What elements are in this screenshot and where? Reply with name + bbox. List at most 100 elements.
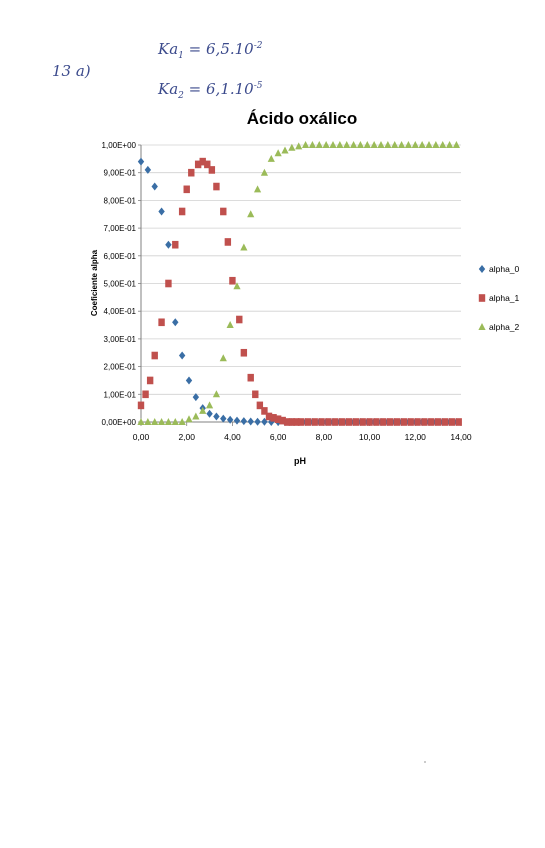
alpha_1-point: [158, 318, 165, 327]
alpha_1-point: [220, 207, 227, 216]
alpha_1-point: [297, 418, 305, 426]
chart-title: Ácido oxálico: [247, 109, 358, 128]
alpha_2-point: [452, 141, 461, 148]
alpha_2-point: [363, 141, 371, 148]
alpha_2-point: [171, 418, 179, 425]
alpha_2-point: [425, 141, 433, 148]
alpha_0-point: [226, 415, 234, 424]
handwritten-part-label: 13 a): [52, 62, 91, 80]
alpha_2-point: [151, 418, 159, 425]
x-tick-label: 10,00: [359, 432, 381, 442]
alpha_2-point: [343, 141, 351, 148]
alpha_1-point: [414, 418, 421, 426]
alpha_1-point: [441, 418, 449, 426]
y-tick-label: 8,00E-01: [104, 196, 137, 205]
paper-speck: [424, 761, 426, 763]
alpha_2-point: [233, 282, 241, 290]
alpha_1-point: [236, 315, 243, 324]
alpha_2-point: [267, 154, 275, 162]
alpha_2-point: [240, 243, 248, 251]
alpha_2-point: [205, 401, 214, 409]
data-series: [137, 141, 462, 426]
series-alpha_1: [137, 157, 462, 426]
alpha_1-point: [252, 390, 259, 399]
axes: 0,00E+00 1,00E-01 2,00E-01 3,00E-01 4,00E-01…: [102, 141, 472, 442]
alpha_2-point: [185, 415, 193, 423]
alpha_1-point: [208, 166, 216, 174]
alpha_1-point: [224, 238, 232, 246]
alpha_2-point: [349, 141, 358, 148]
series-alpha_0: [137, 157, 460, 426]
alpha_1-point: [288, 418, 296, 426]
alpha_2-point: [404, 141, 413, 148]
alpha_2-point: [356, 141, 365, 148]
ka2-exponent: -5: [253, 81, 263, 91]
alpha_2-point: [370, 141, 378, 148]
alpha_2-point: [411, 141, 419, 148]
alpha_2-point: [247, 210, 255, 218]
alpha_1-point: [293, 418, 300, 426]
y-tick-label: 1,00E-01: [104, 390, 137, 399]
y-tick-label: 7,00E-01: [104, 224, 137, 233]
alpha_1-point: [213, 182, 220, 191]
ka2-value: = 6,1.10: [188, 80, 254, 98]
y-tick-label: 2,00E-01: [104, 363, 137, 372]
ka1-symbol: Ka: [158, 40, 179, 58]
alpha_1-point: [183, 185, 190, 194]
alpha_2-point: [219, 354, 227, 362]
alpha_2-point: [301, 141, 310, 148]
alpha_1-point: [421, 418, 428, 426]
alpha_2-point: [144, 418, 152, 425]
y-tick-label: 3,00E-01: [104, 335, 137, 344]
legend-marker-alpha_2: [478, 323, 486, 330]
alpha_1-point: [165, 279, 172, 288]
x-tick-label: 12,00: [405, 432, 427, 442]
alpha_0-point: [240, 417, 248, 426]
alpha_1-point: [400, 418, 408, 426]
alpha_2-point: [308, 141, 317, 148]
legend: alpha_0 alpha_1 alpha_2: [478, 264, 520, 332]
alpha_1-point: [448, 418, 456, 426]
alpha_0-point: [247, 417, 254, 426]
alpha_0-point: [233, 416, 241, 425]
legend-label-alpha_1: alpha_1: [489, 293, 520, 303]
x-tick-label: 8,00: [316, 432, 333, 442]
alpha_1-point: [172, 240, 179, 249]
alpha_2-point: [164, 418, 173, 425]
ka1-subscript: 1: [178, 51, 184, 61]
alpha_1-point: [345, 418, 353, 426]
y-tick-label: 4,00E-01: [104, 307, 137, 316]
x-tick-label: 14,00: [450, 432, 472, 442]
alpha_2-point: [432, 141, 440, 148]
ka1-value: = 6,5.10: [188, 40, 254, 58]
alpha_2-point: [336, 141, 344, 148]
handwritten-ka2: Ka2 = 6,1.10-5: [158, 80, 263, 101]
alpha_1-point: [393, 418, 401, 426]
alpha_2-point: [212, 390, 221, 398]
alpha_1-point: [261, 407, 268, 415]
y-tick-label: 1,00E+00: [102, 141, 137, 150]
alpha_2-point: [192, 412, 200, 420]
alpha_1-point: [229, 276, 236, 285]
alpha_0-point: [172, 318, 179, 327]
x-axis-label: pH: [294, 456, 306, 466]
alpha_1-point: [359, 418, 366, 426]
alpha_2-point: [157, 418, 166, 425]
alpha_2-point: [199, 406, 207, 414]
alpha_2-point: [288, 143, 296, 151]
y-tick-label: 9,00E-01: [104, 169, 137, 178]
alpha_1-point: [137, 401, 145, 410]
alpha_1-point: [256, 401, 264, 410]
alpha_0-point: [185, 376, 193, 385]
alpha_2-point: [322, 141, 330, 148]
legend-label-alpha_2: alpha_2: [489, 322, 520, 332]
handwritten-ka1: Ka1 = 6,5.10-2: [158, 40, 263, 61]
alpha_1-point: [373, 418, 380, 426]
alpha_1-point: [194, 160, 202, 169]
x-tick-label: 2,00: [178, 432, 195, 442]
alpha_1-point: [265, 412, 273, 421]
alpha_1-point: [247, 373, 254, 382]
alpha_2-point: [377, 141, 385, 148]
alpha_1-point: [386, 418, 394, 426]
